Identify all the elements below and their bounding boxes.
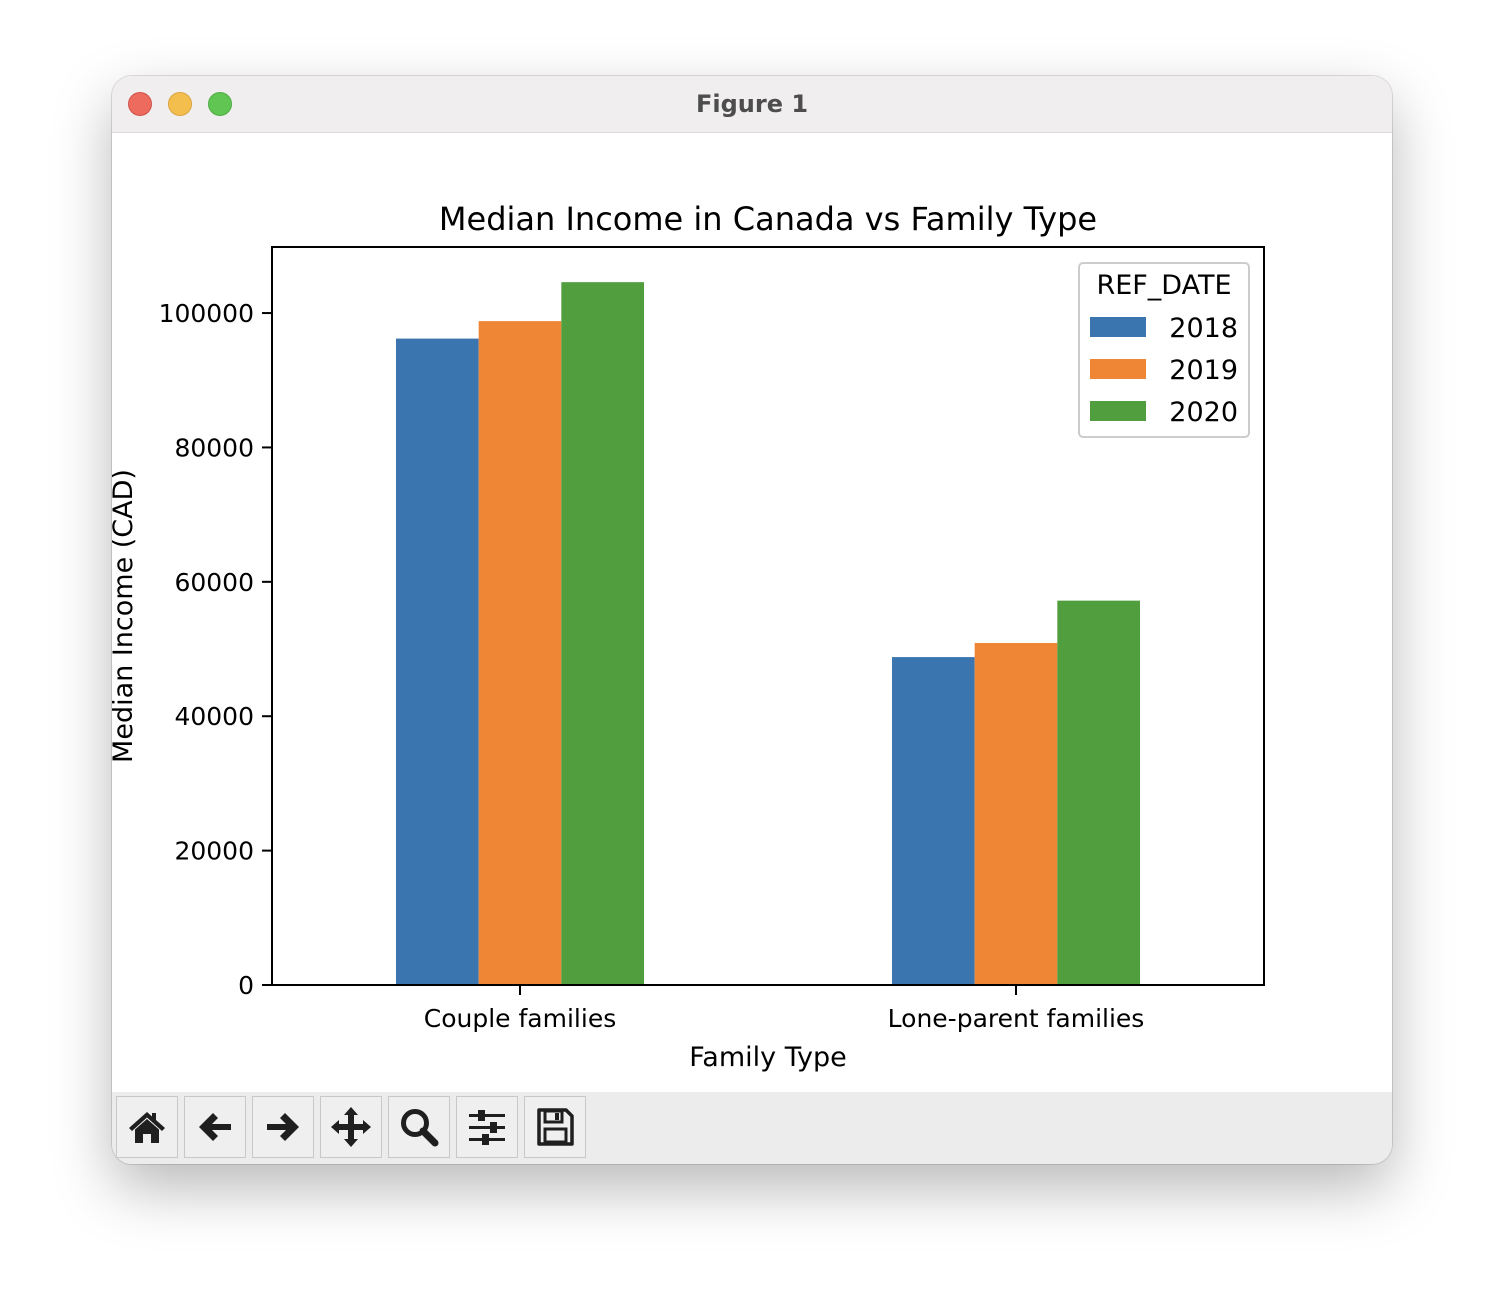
bar-2020-0 xyxy=(561,282,644,986)
bar-2018-1 xyxy=(892,657,975,985)
bar-2018-0 xyxy=(396,338,479,986)
legend-label-2018: 2018 xyxy=(1169,313,1238,344)
y-tick-label: 20000 xyxy=(174,837,254,866)
x-tick-label: Lone-parent families xyxy=(888,1004,1145,1033)
figure-window: Figure 1 0 20000 40000 60000 80000 100000 Cou… xyxy=(112,76,1392,1164)
bar-2020-1 xyxy=(1057,600,1140,985)
bar-2019-1 xyxy=(974,642,1058,985)
y-axis: 0 20000 40000 60000 80000 100000 xyxy=(159,299,272,1000)
legend-label-2019: 2019 xyxy=(1169,355,1238,386)
close-window-button[interactable] xyxy=(128,92,152,116)
y-axis-label: Median Income (CAD) xyxy=(112,469,139,763)
legend-swatch-2020 xyxy=(1090,401,1146,421)
back-button[interactable] xyxy=(184,1096,246,1158)
bar-chart: 0 20000 40000 60000 80000 100000 Couple famil… xyxy=(112,200,1265,1073)
x-axis-label: Family Type xyxy=(689,1042,846,1073)
floppy-disk-icon xyxy=(537,1108,574,1146)
navigation-toolbar xyxy=(112,1092,1392,1164)
arrow-left-icon xyxy=(199,1113,231,1141)
move-icon xyxy=(331,1107,371,1147)
zoom-window-button[interactable] xyxy=(208,92,232,116)
legend-title: REF_DATE xyxy=(1096,270,1231,301)
home-icon xyxy=(129,1112,165,1143)
chart-title: Median Income in Canada vs Family Type xyxy=(439,200,1097,238)
pan-button[interactable] xyxy=(320,1096,382,1158)
axes-frame xyxy=(271,246,1265,986)
x-tick-label: Couple families xyxy=(424,1004,616,1033)
legend: REF_DATE 2018 2019 2020 xyxy=(1078,262,1250,438)
bar-2019-0 xyxy=(478,321,562,985)
legend-swatch-2018 xyxy=(1090,317,1146,337)
save-button[interactable] xyxy=(524,1096,586,1158)
bars-layer xyxy=(396,282,1140,986)
magnifier-icon xyxy=(401,1109,439,1147)
window-title: Figure 1 xyxy=(695,90,809,118)
y-tick-label: 60000 xyxy=(174,568,254,597)
configure-subplots-button[interactable] xyxy=(456,1096,518,1158)
y-tick-label: 80000 xyxy=(174,433,254,462)
x-axis: Couple families Lone-parent families xyxy=(424,985,1145,1033)
legend-swatch-2019 xyxy=(1090,359,1146,379)
title-bar[interactable]: Figure 1 xyxy=(112,76,1392,133)
sliders-icon xyxy=(469,1110,505,1145)
arrow-right-icon xyxy=(267,1113,299,1141)
home-button[interactable] xyxy=(116,1096,178,1158)
legend-label-2020: 2020 xyxy=(1169,397,1238,428)
y-tick-label: 100000 xyxy=(159,299,254,328)
forward-button[interactable] xyxy=(252,1096,314,1158)
zoom-button[interactable] xyxy=(388,1096,450,1158)
legend-entries: 2018 2019 2020 xyxy=(1090,313,1238,428)
figure-canvas: 0 20000 40000 60000 80000 100000 Couple famil… xyxy=(112,133,1392,1091)
legend-box xyxy=(1078,262,1250,438)
minimize-window-button[interactable] xyxy=(168,92,192,116)
y-tick-label: 0 xyxy=(238,971,254,1000)
y-tick-label: 40000 xyxy=(174,702,254,731)
